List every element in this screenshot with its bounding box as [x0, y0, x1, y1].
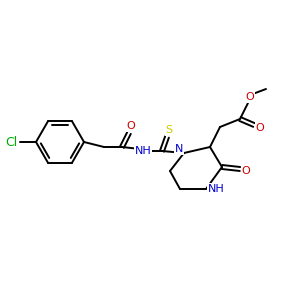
- Text: O: O: [242, 166, 250, 176]
- Text: O: O: [127, 121, 135, 131]
- Text: Cl: Cl: [5, 136, 17, 148]
- Text: O: O: [256, 123, 264, 133]
- Text: NH: NH: [135, 146, 152, 156]
- Text: S: S: [165, 125, 172, 135]
- Text: N: N: [175, 144, 183, 154]
- Text: O: O: [246, 92, 254, 102]
- Text: NH: NH: [208, 184, 224, 194]
